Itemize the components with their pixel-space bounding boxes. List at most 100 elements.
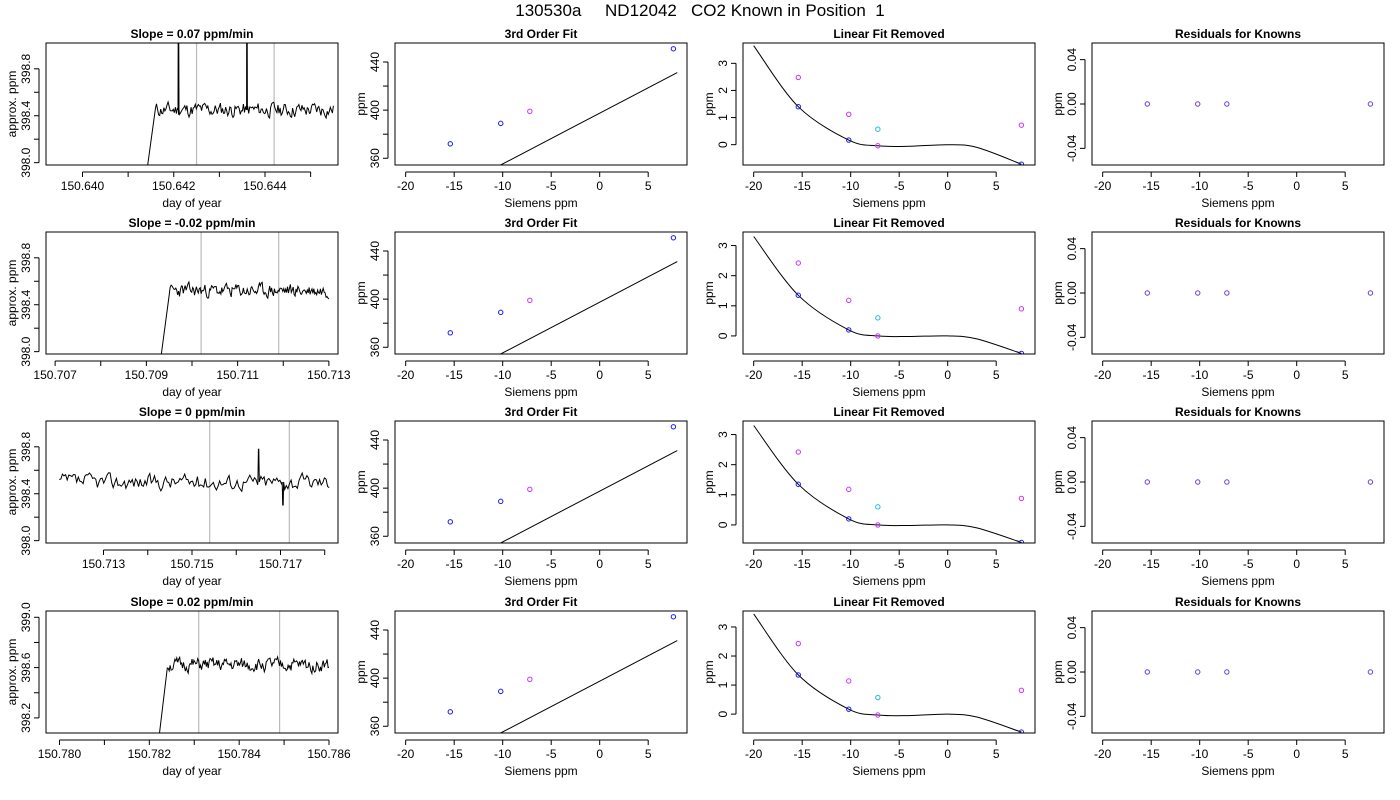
x-tick-label: 0 xyxy=(596,557,603,571)
x-tick-label: -5 xyxy=(546,557,557,571)
plot-frame xyxy=(394,420,688,544)
x-tick-label: -15 xyxy=(794,557,812,571)
data-point xyxy=(1018,350,1025,354)
y-tick-label: 1 xyxy=(716,681,730,688)
x-tick-label: 150.640 xyxy=(61,179,105,193)
data-point xyxy=(1367,101,1374,107)
x-tick-label: -10 xyxy=(494,179,512,193)
y-axis-label: approx. ppm xyxy=(5,449,19,516)
plot-frame xyxy=(45,610,339,734)
data-point xyxy=(795,104,801,110)
y-tick-label: 0.00 xyxy=(1065,281,1079,305)
chart-panel-r4-resid: Linear Fit Removed -20 -15 -10 -5 0 5 0 1 2 3 Sieme… xyxy=(702,595,1036,778)
chart-title: 3rd Order Fit xyxy=(505,216,578,230)
x-tick-label: 0 xyxy=(944,557,951,571)
plot-frame xyxy=(1091,42,1385,166)
x-tick-label: -20 xyxy=(397,747,415,761)
x-tick-label: -15 xyxy=(446,747,464,761)
y-tick-label: 360 xyxy=(368,337,382,357)
x-tick-label: 150.711 xyxy=(216,368,259,382)
data-point xyxy=(875,126,881,132)
chart-title: Slope = 0 ppm/min xyxy=(139,405,245,419)
data-point xyxy=(1144,290,1150,296)
chart-panel-r2-fit: 3rd Order Fit -20 -15 -10 -5 0 5 360 400 440 Sieme… xyxy=(354,216,688,399)
data-point xyxy=(1224,669,1230,675)
y-axis-label: ppm xyxy=(1051,92,1065,115)
trace-line xyxy=(59,448,330,506)
y-tick-label: 0.00 xyxy=(1065,92,1079,116)
x-tick-label: 5 xyxy=(645,179,652,193)
x-tick-label: -5 xyxy=(894,368,905,382)
y-tick-label: 0.04 xyxy=(1065,426,1079,450)
y-tick-label: 400 xyxy=(368,100,382,120)
y-tick-label: 398.8 xyxy=(19,431,33,461)
plot-area xyxy=(447,614,678,733)
y-axis-label: ppm xyxy=(702,281,716,304)
chart-title: Slope = 0.02 ppm/min xyxy=(130,595,253,609)
chart-title: Linear Fit Removed xyxy=(833,27,944,41)
x-tick-label: 150.715 xyxy=(170,557,214,571)
data-point xyxy=(795,260,801,266)
fit-line xyxy=(499,450,678,543)
data-point xyxy=(527,486,533,493)
x-axis-label: Siemens ppm xyxy=(1201,196,1274,210)
x-tick-label: 150.713 xyxy=(82,557,126,571)
chart-panel-r3-trace: Slope = 0 ppm/min 150.713 150.715 150.717 39… xyxy=(5,405,339,588)
data-point xyxy=(498,498,504,505)
y-tick-label: 398.2 xyxy=(19,703,33,733)
y-tick-label: 360 xyxy=(368,148,382,168)
data-point xyxy=(875,333,881,339)
chart-panel-r1-known: Residuals for Knowns -20 -15 -10 -5 0 5 -0.04 0.… xyxy=(1051,27,1385,210)
data-point xyxy=(846,706,852,712)
plot-area xyxy=(753,45,1025,165)
fit-line xyxy=(499,640,678,733)
data-point xyxy=(846,111,852,118)
x-tick-label: -10 xyxy=(1191,368,1209,382)
x-axis-label: Siemens ppm xyxy=(852,385,925,399)
x-tick-label: -5 xyxy=(894,557,905,571)
y-tick-label: 399.0 xyxy=(19,602,33,632)
x-tick-label: -20 xyxy=(397,368,415,382)
data-point xyxy=(447,330,453,336)
y-axis-label: ppm xyxy=(354,470,368,493)
data-point xyxy=(875,522,881,528)
data-point xyxy=(795,640,801,647)
data-point xyxy=(527,297,533,304)
x-tick-label: 5 xyxy=(645,368,652,382)
x-tick-label: 5 xyxy=(645,557,652,571)
chart-title: Linear Fit Removed xyxy=(833,216,944,230)
data-point xyxy=(1367,479,1374,485)
y-tick-label: 440 xyxy=(368,241,382,261)
plot-frame xyxy=(742,231,1036,355)
chart-title: 3rd Order Fit xyxy=(505,405,578,419)
y-tick-label: 0.00 xyxy=(1065,660,1079,684)
y-tick-label: 400 xyxy=(368,478,382,498)
x-tick-label: -10 xyxy=(1191,747,1209,761)
data-point xyxy=(1367,290,1374,296)
x-axis-label: Siemens ppm xyxy=(504,764,577,778)
y-tick-label: 400 xyxy=(368,289,382,309)
chart-title: Slope = -0.02 ppm/min xyxy=(128,216,255,230)
plot-frame xyxy=(394,42,688,166)
x-axis-label: day of year xyxy=(162,764,221,778)
y-tick-label: 398.8 xyxy=(19,53,33,83)
x-tick-label: 0 xyxy=(596,368,603,382)
x-tick-label: -10 xyxy=(494,557,512,571)
cubic-fit-curve xyxy=(753,45,1022,165)
data-point xyxy=(1144,479,1150,485)
data-point xyxy=(447,141,453,147)
x-axis-label: Siemens ppm xyxy=(504,574,577,588)
x-tick-label: 5 xyxy=(1342,557,1349,571)
y-axis-label: ppm xyxy=(354,660,368,683)
data-point xyxy=(795,292,801,298)
x-tick-label: -20 xyxy=(1094,747,1112,761)
cubic-fit-curve xyxy=(753,425,1022,543)
y-tick-label: 398.4 xyxy=(19,100,33,130)
data-point xyxy=(1195,669,1201,675)
data-point xyxy=(846,678,852,684)
data-point xyxy=(1195,101,1201,107)
data-point xyxy=(1018,306,1025,312)
x-tick-label: 0 xyxy=(1293,747,1300,761)
x-axis-label: Siemens ppm xyxy=(852,764,925,778)
plot-frame xyxy=(394,610,688,734)
